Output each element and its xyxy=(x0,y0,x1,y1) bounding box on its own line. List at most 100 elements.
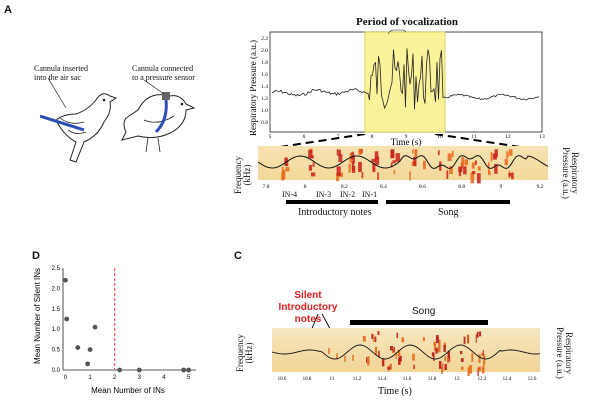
spec-c-blob xyxy=(413,364,415,370)
panel-label-c: C xyxy=(234,250,242,262)
bird-left-illustration xyxy=(40,78,118,163)
panel-label-a: A xyxy=(4,4,12,16)
spec-c-blob xyxy=(434,343,437,352)
bird-right-label-line1: Cannula connected xyxy=(132,64,194,73)
scatter-xtick: 4 xyxy=(162,375,166,381)
spec-c-blob xyxy=(482,354,485,359)
pressure-ytick: 1.4 xyxy=(261,84,268,90)
spec-a-xtick: 9 xyxy=(499,184,502,190)
spec-c-blob xyxy=(367,356,370,365)
spec-c-blob xyxy=(437,347,441,353)
spec-a-blob xyxy=(390,149,395,158)
spec-c-xlabel: Time (s) xyxy=(378,386,412,397)
spec-a-blob xyxy=(471,170,476,175)
scatter-point xyxy=(117,367,123,373)
spec-c-blob xyxy=(399,355,402,362)
spec-c-blob xyxy=(374,346,378,356)
spec-a-blob xyxy=(477,166,481,171)
pressure-xtick: 8 xyxy=(371,134,374,140)
spec-a-blob xyxy=(308,165,313,171)
spec-c-xtick: 12 xyxy=(455,377,461,382)
spec-a-blob xyxy=(351,165,356,173)
pressure-ytick: 1.6 xyxy=(261,72,268,78)
spec-a-xtick: 8.8 xyxy=(458,184,465,190)
spec-c-blob xyxy=(476,331,479,338)
spec-c-blob xyxy=(481,366,485,374)
intro-notes-bar xyxy=(286,200,378,204)
scatter-xtick: 5 xyxy=(187,375,191,381)
spec-c-blob xyxy=(447,357,449,364)
spec-c-xtick: 10.8 xyxy=(303,377,312,382)
spec-c-blob xyxy=(467,334,469,343)
spec-a-blob xyxy=(377,172,379,180)
spec-a-blob xyxy=(390,162,393,168)
spec-a-blob xyxy=(358,161,362,173)
spec-c-ylabel-left: Frequency (kHz) xyxy=(235,330,254,376)
pressure-yticks: 2.2 2.0 1.8 1.6 1.4 1.2 1.0 0.8 xyxy=(261,36,268,126)
spec-a-blob xyxy=(463,166,467,175)
scatter-yticks: 2.5 2.0 1.5 1.0 0.5 0.0 xyxy=(52,266,61,374)
spec-a-blob xyxy=(412,149,414,154)
cannula-tube xyxy=(40,114,85,132)
song-label-c: Song xyxy=(412,306,436,317)
spec-a-blob xyxy=(494,163,498,174)
spec-a-xtick: 8 xyxy=(304,184,307,190)
spec-a-blob xyxy=(392,160,396,164)
spec-a-blob xyxy=(338,172,344,177)
spec-c-blob xyxy=(378,350,380,358)
pressure-xtick: 10 xyxy=(437,134,443,140)
spec-c-blob xyxy=(482,349,484,355)
song-label-a: Song xyxy=(438,207,459,218)
spec-a-ylabel-right: Respiratory Pressure (a.u.) xyxy=(554,147,580,199)
spec-c-blob xyxy=(444,356,447,361)
pressure-ytick: 2.2 xyxy=(261,36,268,42)
spec-c-blob xyxy=(479,331,482,337)
spec-c-blob xyxy=(471,352,474,362)
pressure-ytick: 0.8 xyxy=(261,120,268,126)
pressure-trace-line xyxy=(271,48,540,110)
scatter-xtick: 1 xyxy=(88,375,92,381)
bird-right-label-line2: to a pressure sensor xyxy=(132,73,195,82)
spec-a-blob xyxy=(437,150,440,156)
spec-c-xtick: 11 xyxy=(330,377,335,382)
spec-a-blob xyxy=(351,151,354,160)
pressure-xtick: 7 xyxy=(337,134,340,140)
spec-c-xtick: 12.6 xyxy=(528,377,537,382)
spec-a-blob xyxy=(494,149,498,158)
spec-c-blob xyxy=(463,336,466,345)
spec-a-blob xyxy=(338,154,343,162)
spec-a-blob xyxy=(508,172,512,177)
spec-c-blob xyxy=(438,361,442,369)
spec-c-marks xyxy=(328,331,486,377)
spec-c-xtick: 10.6 xyxy=(278,377,287,382)
spec-c-xtick: 12.4 xyxy=(503,377,512,382)
spec-c-blob xyxy=(336,353,338,360)
zoom-connectors xyxy=(259,134,541,151)
spec-a-blob xyxy=(312,162,315,167)
panel-label-d: D xyxy=(32,250,40,262)
spec-c-xtick: 11.2 xyxy=(353,377,362,382)
spec-a-xtick: 9.2 xyxy=(537,184,544,190)
spec-c-blob xyxy=(475,334,477,343)
spec-c-blob xyxy=(478,354,481,363)
spec-c-blob xyxy=(392,349,395,353)
pressure-xticks: 5 6 7 8 9 10 11 12 13 xyxy=(269,134,545,140)
spec-a-blob xyxy=(361,172,364,179)
spec-c-blob xyxy=(460,350,463,355)
spec-a-blob xyxy=(461,156,465,167)
scatter-point xyxy=(186,367,192,373)
scatter-point xyxy=(87,347,93,352)
spec-c-blob xyxy=(366,357,368,363)
spec-c-blob xyxy=(461,366,464,370)
spec-a-blob xyxy=(351,160,354,170)
pressure-ylabel: Respiratory Pressure (a.u.) xyxy=(250,40,258,136)
spec-a-blob xyxy=(348,163,351,173)
spec-c-blob xyxy=(460,358,464,362)
spec-c-blob xyxy=(435,335,439,344)
scatter-xlabel: Mean Number of INs xyxy=(91,386,165,395)
spectrogram-c: 10.6 10.8 11 11.2 11.4 11.6 11.8 12 12.2 12.4 12.6 xyxy=(272,328,540,382)
bird-left-label-line2: into the air sac xyxy=(34,73,81,82)
spec-c-blob xyxy=(478,366,481,372)
spec-c-blob xyxy=(401,337,405,343)
spec-c-blob xyxy=(395,352,397,360)
